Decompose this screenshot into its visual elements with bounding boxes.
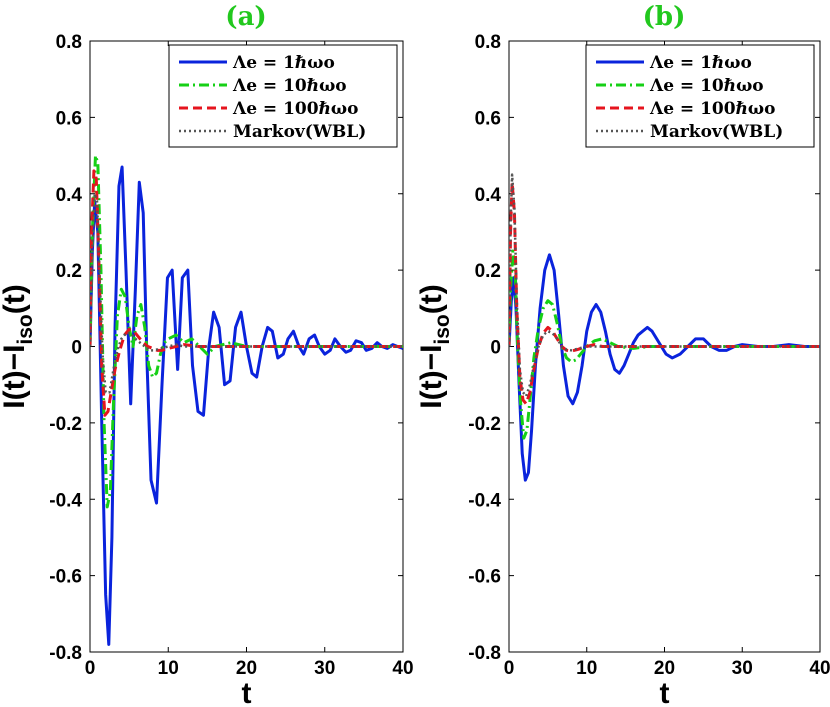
y-axis-title-tail: (t) xyxy=(0,284,31,314)
legend-label: Markov(WBL) xyxy=(650,122,783,142)
y-axis-title-tail: (t) xyxy=(415,284,448,314)
panel-label: (a) xyxy=(225,2,266,32)
x-tick-label: 20 xyxy=(654,658,675,679)
y-tick-label: -0.2 xyxy=(468,414,501,435)
y-axis-title: I(t)−Iiso(t) xyxy=(415,284,454,409)
series-line-2 xyxy=(509,249,820,440)
y-tick-label: 0.2 xyxy=(56,261,82,282)
y-tick-label: 0.8 xyxy=(56,32,82,53)
legend: Λe = 1ℏωo Λe = 10ℏωo Λe = 100ℏωo Markov(WBL… xyxy=(585,44,815,148)
series-group xyxy=(90,154,403,646)
legend-label: Λe = 1ℏωo xyxy=(232,53,335,73)
x-tick-label: 20 xyxy=(236,658,257,679)
x-tick-label: 30 xyxy=(314,658,335,679)
panel-label: (b) xyxy=(643,2,686,32)
y-tick-label: 0.8 xyxy=(475,32,501,53)
legend-label: Λe = 100ℏωo xyxy=(649,99,775,119)
series-line-2 xyxy=(90,154,403,509)
y-axis-title-main: I(t)−I xyxy=(415,345,448,409)
y-tick-label: 0 xyxy=(71,338,82,359)
legend-label: Λe = 100ℏωo xyxy=(232,99,358,119)
legend-label: Markov(WBL) xyxy=(233,122,366,142)
series-group xyxy=(509,173,820,482)
y-tick-label: 0.4 xyxy=(56,185,83,206)
x-tick-label: 40 xyxy=(392,658,413,679)
chart-panel-b: -0.8 -0.6 -0.4 -0.2 0 0.2 0.4 0.6 0.8 0 10 20 30 40 Λe… xyxy=(415,2,830,707)
legend-label: Λe = 1ℏωo xyxy=(649,53,752,73)
x-axis-title: t xyxy=(242,677,252,707)
y-tick-label: 0.6 xyxy=(56,108,82,129)
x-tick-label: 30 xyxy=(732,658,753,679)
y-tick-label: 0.4 xyxy=(475,185,502,206)
y-tick-label: -0.4 xyxy=(468,490,501,511)
y-axis-title: I(t)−Iiso(t) xyxy=(0,284,37,409)
y-axis-title-sub: iso xyxy=(14,314,37,344)
y-tick-label: 0.6 xyxy=(475,108,501,129)
x-tick-label: 10 xyxy=(576,658,597,679)
y-tick-label: -0.8 xyxy=(468,643,501,664)
series-line-1 xyxy=(90,165,403,646)
legend-label: Λe = 10ℏωo xyxy=(232,76,347,96)
y-tick-label: 0 xyxy=(490,338,501,359)
x-tick-label: 40 xyxy=(809,658,830,679)
chart-panel-a: -0.8 -0.6 -0.4 -0.2 0 0.2 0.4 0.6 0.8 0 10 20 30 40 Λe… xyxy=(0,2,414,707)
x-tick-label: 0 xyxy=(85,658,96,679)
series-line-4 xyxy=(90,192,403,394)
y-axis-title-sub: iso xyxy=(431,314,454,344)
legend: Λe = 1ℏωo Λe = 10ℏωo Λe = 100ℏωo Markov(WBL… xyxy=(168,44,398,148)
y-tick-label: -0.4 xyxy=(49,490,82,511)
y-tick-label: -0.6 xyxy=(468,567,501,588)
y-tick-label: 0.2 xyxy=(475,261,501,282)
legend-label: Λe = 10ℏωo xyxy=(649,76,764,96)
y-tick-label: -0.2 xyxy=(49,414,82,435)
legend-box xyxy=(168,44,398,148)
y-tick-label: -0.8 xyxy=(49,643,82,664)
y-tick-label: -0.6 xyxy=(49,567,82,588)
y-axis-title-main: I(t)−I xyxy=(0,345,31,409)
x-tick-label: 10 xyxy=(158,658,179,679)
x-axis-title: t xyxy=(660,677,670,707)
x-tick-label: 0 xyxy=(504,658,515,679)
